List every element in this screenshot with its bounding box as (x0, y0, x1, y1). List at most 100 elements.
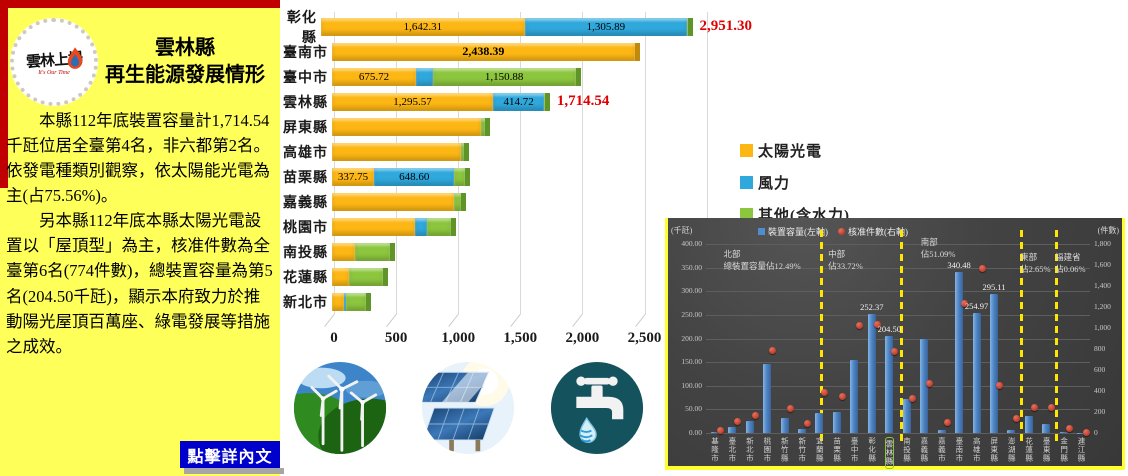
region-label-東部: 東部 佔2.65% (1020, 251, 1050, 276)
category-label: 雲林縣 (283, 95, 328, 111)
bar-row-嘉義縣: 嘉義縣 (282, 189, 752, 214)
legend-label-capacity: 裝置容量(左軸) (768, 227, 828, 237)
right-axis-tick: 1,000 (1094, 323, 1111, 332)
region-label-南部: 南部 佔51.09% (921, 236, 956, 261)
permit-dot-苗栗縣 (838, 392, 846, 400)
permit-dot-嘉義市 (943, 419, 951, 426)
bar-track (332, 217, 752, 236)
permit-dot-臺東縣 (1048, 403, 1056, 411)
bar-segment-太陽光電 (332, 267, 350, 286)
bar-3d-cap (390, 242, 396, 261)
bar-track (332, 267, 752, 286)
bar-row-花蓮縣: 花蓮縣 (282, 264, 752, 289)
bar-track: 337.75 648.60 (332, 167, 752, 186)
x-category-text: 屏東縣 (989, 437, 999, 463)
gridline (520, 12, 522, 314)
capacity-bar-新竹縣 (780, 418, 789, 433)
legend-item-風力: 風力 (740, 172, 850, 193)
logo-subtext: It's Our Time (38, 69, 70, 76)
bar-segment-其他(含水力): 1,150.88 (432, 67, 576, 86)
bar-segment-其他(含水力) (481, 117, 485, 136)
axis-tick (386, 313, 397, 327)
capacity-bar-彰化縣 (867, 313, 876, 433)
legend-label: 太陽光電 (758, 144, 823, 160)
bar-track: 2,438.39 (332, 42, 752, 61)
decor-red-strip-top (0, 0, 280, 8)
capacity-bar-新竹市 (798, 429, 806, 433)
bar-segment-其他(含水力) (427, 217, 451, 236)
bar-row-臺中市: 臺中市 675.72 1,150.88 (282, 64, 752, 89)
x-category-text: 臺中市 (850, 437, 860, 463)
bar-segment-太陽光電: 337.75 (332, 167, 374, 186)
permit-dot-屏東縣 (996, 381, 1003, 389)
gridline (706, 409, 1090, 411)
bar-3d-cap (484, 117, 490, 136)
bar-row-高雄市: 高雄市 (282, 139, 752, 164)
left-axis-unit: (千瓩) (671, 226, 693, 235)
capacity-bar-臺北市 (728, 427, 737, 433)
gridline (396, 12, 398, 314)
bar-3d-cap (575, 67, 581, 86)
bar-3d-cap (464, 142, 470, 161)
x-category-text: 臺北市 (727, 437, 737, 463)
region-name: 中部 (828, 249, 846, 259)
x-category-text: 花蓮縣 (1024, 437, 1034, 463)
legend-swatch (740, 208, 753, 221)
gridline (458, 12, 460, 314)
category-label: 高雄市 (283, 145, 328, 161)
flame-icon (67, 47, 83, 69)
category-label: 臺南市 (283, 45, 328, 61)
x-category-label-臺東縣: 臺東縣 (1037, 437, 1055, 463)
bar-3d-cap (465, 167, 471, 186)
permit-dot-澎湖縣 (1013, 414, 1021, 422)
region-divider (819, 230, 823, 442)
summary-paragraph-2: 另本縣112年底本縣太陽光電設置以「屋頂型」為主，核准件數為全臺第6名(774件… (6, 211, 273, 356)
regional-capacity-chart: 400.00 350.00 300.00 250.00 200.00 150.00 100.… (665, 218, 1125, 470)
right-axis-tick: 1,200 (1094, 302, 1111, 311)
bar-value-label: 254.97 (964, 300, 989, 311)
bar-track: 1,642.31 1,305.89 2,951.30 (320, 17, 752, 36)
left-panel: 雲林上場 It's Our Time 雲林縣 再生能源發展情形 本縣112年底裝… (0, 0, 284, 476)
x-category-label-宜蘭縣: 宜蘭縣 (810, 437, 828, 463)
link-shadow (184, 468, 284, 474)
left-axis-tick: 100.00 (681, 380, 702, 390)
bar-segment-其他(含水力) (460, 142, 465, 161)
x-category-text: 新竹市 (797, 437, 807, 463)
capacity-bar-連江縣 (1077, 432, 1086, 434)
bar-segment-太陽光電: 1,295.57 (332, 92, 493, 111)
segment-value-label: 337.75 (337, 170, 369, 183)
bar-3d-cap (450, 217, 456, 236)
summary-paragraph-1: 本縣112年底裝置容量計1,714.54千瓩位居全臺第4名，非六都第2名。依發電… (6, 111, 270, 206)
x-category-label-花蓮縣: 花蓮縣 (1020, 437, 1038, 463)
bar-segment-其他(含水力) (453, 192, 462, 211)
bar-3d-cap (461, 192, 467, 211)
left-axis-tick: 50.00 (685, 404, 702, 414)
x-category-label-桃園市: 桃園市 (758, 437, 776, 463)
right-axis-tick: 1,800 (1094, 239, 1111, 248)
x-category-text: 臺南市 (954, 437, 964, 463)
permit-dot-新竹縣 (786, 404, 794, 412)
bar-segment-其他(含水力) (354, 242, 391, 261)
capacity-bar-嘉義市 (937, 430, 946, 433)
x-category-text: 嘉義市 (937, 437, 947, 463)
x-category-text: 桃園市 (762, 437, 772, 463)
x-category-text: 宜蘭縣 (815, 437, 825, 463)
left-axis-tick: 200.00 (681, 333, 702, 343)
legend-circle-marker (838, 228, 845, 235)
bar-segment-太陽光電 (332, 192, 454, 211)
gridline (582, 12, 584, 314)
bar-3d-cap (544, 92, 550, 111)
x-category-label-新竹市: 新竹市 (793, 437, 811, 463)
bar-value-label: 252.37 (860, 301, 884, 312)
bar-segment-其他(含水力) (544, 92, 545, 111)
x-category-text: 彰化縣 (867, 437, 877, 463)
x-category-label-屏東縣: 屏東縣 (985, 437, 1003, 463)
region-name: 福建省 (1055, 252, 1081, 262)
bar-3d-cap (366, 292, 372, 311)
category-label: 桃園市 (283, 220, 328, 236)
permit-dot-臺南市 (961, 300, 969, 308)
permit-dot-臺北市 (734, 417, 742, 425)
capacity-bar-嘉義縣 (920, 338, 929, 433)
detail-link-button[interactable]: 點擊詳內文 (180, 441, 280, 468)
